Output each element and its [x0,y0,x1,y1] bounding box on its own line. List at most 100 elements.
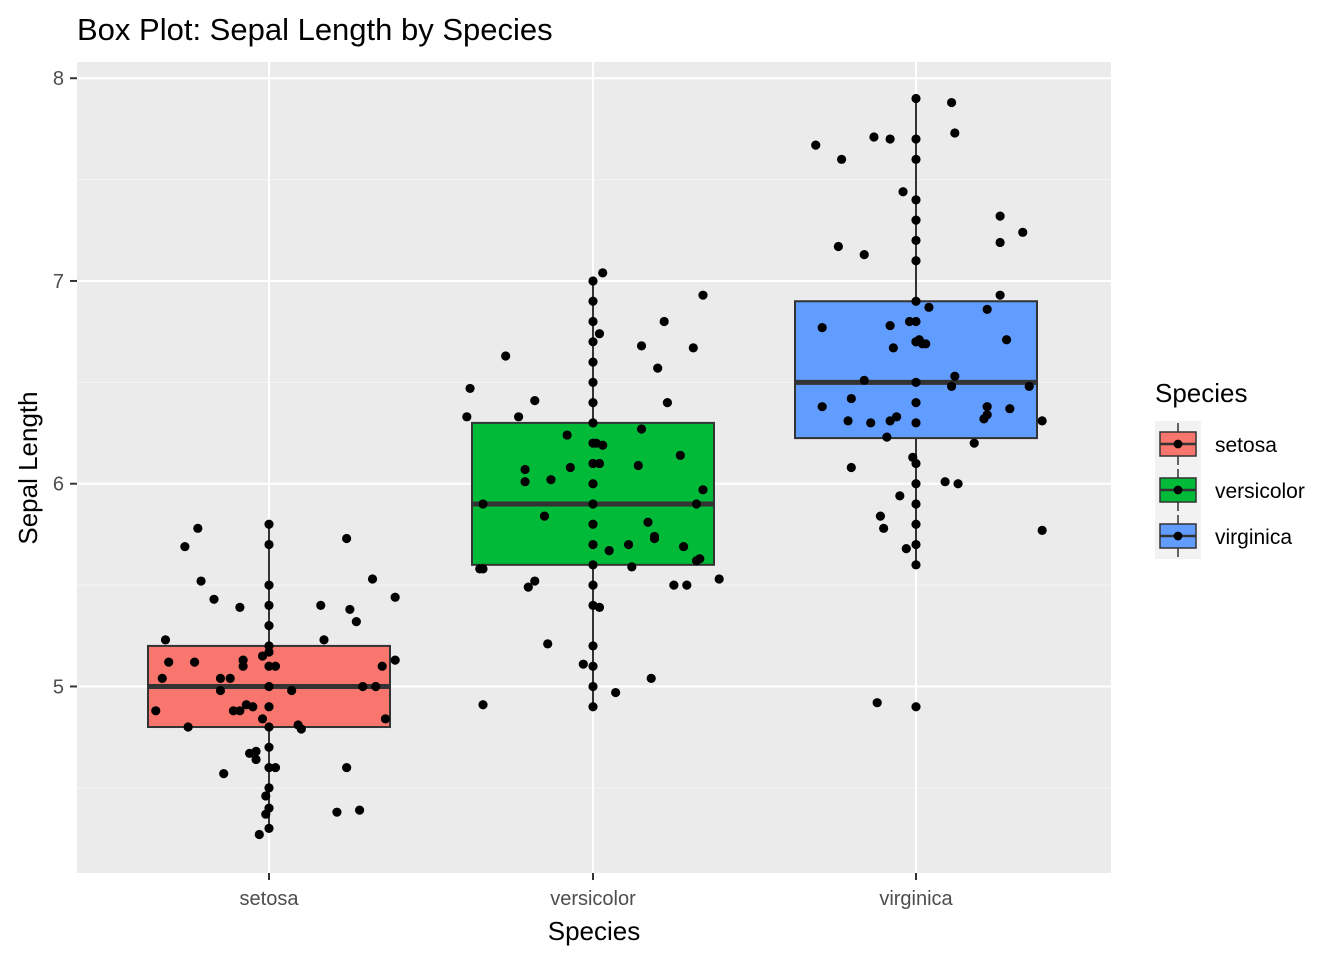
data-point [219,769,229,779]
data-point [588,702,598,712]
data-point [911,134,921,144]
data-point [911,195,921,205]
data-point [982,304,992,314]
data-point [478,700,488,710]
data-point [264,803,274,813]
data-point [478,499,488,509]
y-tick-label: 6 [53,474,64,496]
data-point [636,424,647,434]
data-point [588,418,598,428]
legend-label-versicolor: versicolor [1215,480,1305,503]
data-point [261,791,271,801]
data-point [264,681,274,692]
y-tick-label: 7 [53,271,64,293]
data-point [319,635,329,645]
data-point [264,621,274,631]
data-point [695,554,705,564]
data-point [866,418,876,428]
legend-title: Species [1155,378,1248,408]
data-point [888,343,898,353]
data-point [604,546,614,556]
legend-key-versicolor [1155,467,1201,513]
data-point [520,477,530,487]
data-point [380,714,391,724]
data-point [995,211,1005,221]
data-point [238,655,248,665]
data-point [911,479,921,489]
data-point [588,458,598,469]
data-point [164,657,174,667]
data-point [594,458,605,469]
data-point [911,519,921,529]
data-point [228,706,239,716]
data-point [911,215,921,225]
x-tick-label: versicolor [550,888,636,910]
data-point [367,574,378,584]
data-point [662,398,673,408]
data-point [891,412,902,422]
data-point [270,661,281,671]
data-point [377,661,387,671]
data-point [1024,381,1034,391]
data-point [911,702,921,712]
data-point [264,580,274,590]
legend-key-setosa [1155,421,1201,467]
data-point [678,541,689,552]
data-point [251,746,261,756]
data-point [332,807,342,817]
data-point [342,533,352,544]
data-point [636,341,647,351]
data-point [698,290,708,300]
data-point [982,410,992,420]
data-point [653,363,663,373]
point-layer [151,93,1047,840]
data-point [520,464,530,475]
data-point [562,430,572,440]
data-point [235,706,245,716]
data-point [588,600,598,610]
data-point [594,329,605,339]
data-point [904,316,915,327]
data-point [649,533,660,544]
data-point [588,580,598,590]
x-axis-title: Species [548,916,641,946]
data-point [264,702,274,712]
data-point [846,462,856,473]
data-point [316,600,326,610]
data-point [911,560,921,570]
data-point [911,418,921,428]
data-point [588,479,598,489]
data-point [911,539,921,550]
data-point [588,377,598,387]
data-point [911,296,921,306]
data-point [911,398,921,408]
data-point [588,661,598,671]
data-point [588,316,598,327]
data-point [390,655,400,665]
data-point [588,357,598,367]
legend-key-point [1173,531,1183,541]
legend-label-virginica: virginica [1215,526,1292,549]
data-point [264,823,274,833]
data-point [371,681,381,692]
x-tick-label: setosa [240,888,300,910]
y-axis: 5 6 7 8 [53,68,77,698]
data-point [921,339,931,349]
data-point [946,97,957,108]
data-point [911,458,921,469]
data-point [215,685,226,696]
data-point [523,582,533,592]
data-point [193,523,203,533]
data-point [950,128,960,138]
data-point [530,395,540,406]
data-point [264,722,274,732]
data-point [588,398,598,408]
data-point [995,290,1005,300]
data-point [924,302,934,312]
data-point [940,477,950,487]
data-point [296,724,306,734]
data-point [588,499,598,509]
data-point [911,337,921,347]
data-point [588,438,598,448]
data-point [1018,227,1028,237]
